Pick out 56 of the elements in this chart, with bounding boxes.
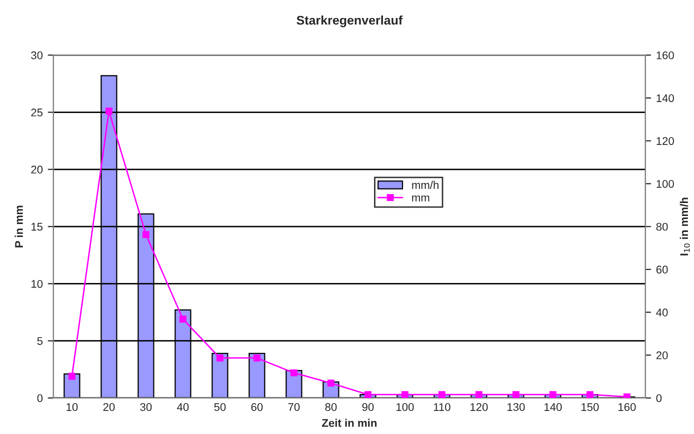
y-axis-title: P in mm [14,206,23,248]
x-tick-label: 140 [544,403,562,411]
x-tick-label: 20 [103,403,115,411]
x-tick-label: 120 [470,403,488,411]
legend-label: mm [412,195,430,202]
y2-tick-label: 40 [656,308,668,316]
x-tick-label: 40 [177,403,189,411]
x-tick-label: 100 [396,403,414,411]
x-tick-label: 30 [140,403,152,411]
x-axis-title: Zeit in min [322,418,377,427]
x-tick-label: 60 [251,403,263,411]
x-tick-label: 90 [362,403,374,411]
y-tick-label: 5 [37,337,43,345]
point [475,391,482,398]
x-tick-label: 50 [214,403,226,411]
legend-label: mm/h [412,180,438,189]
y2-tick-label: 120 [656,137,674,145]
x-tick-label: 70 [288,403,300,411]
y-tick-label: 10 [32,280,43,288]
y-tick-label: 15 [32,222,43,231]
x-tick-label: 160 [618,403,636,411]
bar [212,352,228,398]
point [179,316,186,323]
y2-tick-label: 80 [656,222,668,231]
y2-tick-label: 160 [656,51,674,60]
chart-title: Starkregenverlauf [296,16,403,28]
point [68,372,76,380]
point [327,380,334,387]
bar [248,352,266,398]
point [586,391,594,398]
y2-axis-title: I$_{10}$ in mm/h [680,198,690,256]
point [216,354,224,362]
x-tick-label: 110 [434,403,450,411]
y-tick-label: 25 [31,108,43,116]
point [401,391,408,398]
point [105,108,112,115]
point [438,391,446,398]
point [290,369,298,376]
y-tick-label: 30 [31,51,43,60]
y2-tick-label: 0 [656,394,662,402]
bar [64,373,80,398]
y2-tick-label: 100 [656,180,674,188]
y-tick-label: 0 [37,394,43,402]
point [364,391,372,398]
x-tick-label: 150 [582,403,599,411]
point [549,391,556,398]
y2-tick-label: 60 [656,266,668,274]
y2-tick-label: 20 [656,351,668,360]
x-tick-label: 80 [325,403,337,411]
y-tick-label: 20 [31,166,43,174]
point [253,354,260,362]
point [142,231,150,238]
y2-tick-label: 140 [656,94,674,102]
x-tick-label: 130 [508,403,525,411]
point [512,391,520,398]
x-tick-label: 10 [66,403,78,411]
